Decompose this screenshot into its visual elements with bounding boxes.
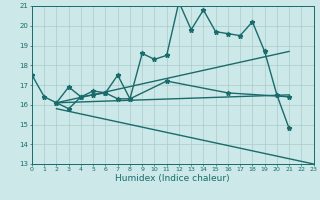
X-axis label: Humidex (Indice chaleur): Humidex (Indice chaleur) [116, 174, 230, 183]
